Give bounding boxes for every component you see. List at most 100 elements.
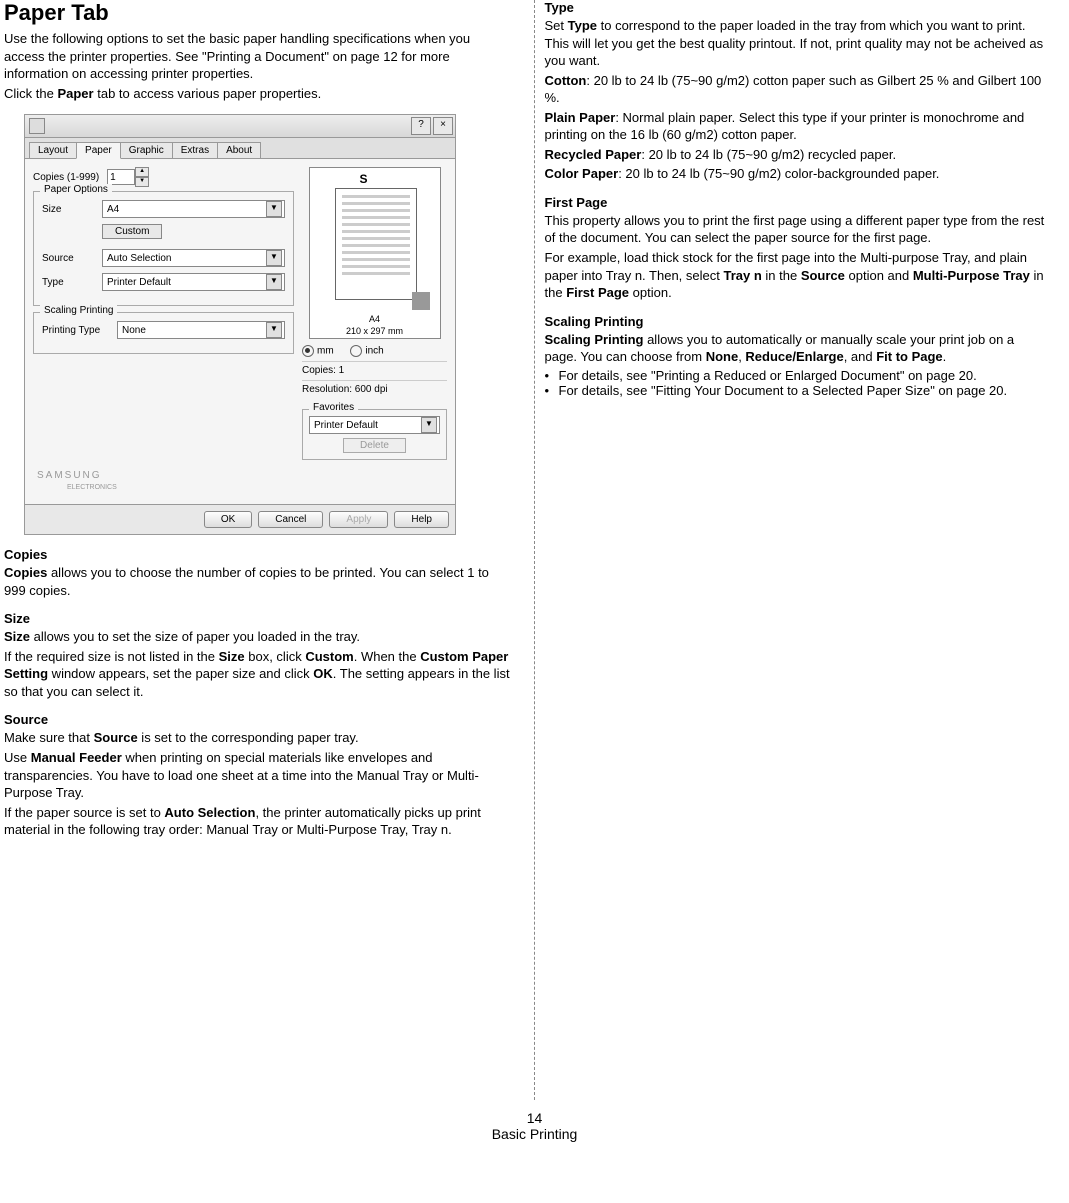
dropdown-arrow-icon: ▼	[266, 322, 282, 338]
bullet-1: • For details, see "Printing a Reduced o…	[545, 368, 1050, 383]
preview-dim-label: 210 x 297 mm	[310, 326, 440, 336]
paper-options-title: Paper Options	[40, 184, 112, 195]
bold-text: Source	[801, 268, 845, 283]
ok-button[interactable]: OK	[204, 511, 252, 528]
source-text-1: Make sure that Source is set to the corr…	[4, 729, 514, 747]
text: : 20 lb to 24 lb (75~90 g/m2) cotton pap…	[545, 73, 1042, 106]
text: box, click	[245, 649, 306, 664]
paper-options-group: Paper Options Size A4 ▼ Custom	[33, 191, 294, 306]
bullet-text: For details, see "Printing a Reduced or …	[559, 368, 977, 383]
inch-label: inch	[365, 346, 383, 357]
bullet-mark: •	[545, 368, 559, 383]
printing-type-label: Printing Type	[42, 325, 117, 336]
text: Click the	[4, 86, 57, 101]
preview-corner	[412, 292, 430, 310]
delete-button[interactable]: Delete	[343, 438, 406, 453]
custom-button[interactable]: Custom	[102, 224, 162, 239]
recycled-text: Recycled Paper: 20 lb to 24 lb (75~90 g/…	[545, 146, 1050, 164]
bold-text: Copies	[4, 565, 47, 580]
printer-dialog-screenshot: ? × Layout Paper Graphic Extras About Co…	[24, 114, 456, 535]
copies-info: Copies: 1	[302, 365, 447, 376]
tab-paper[interactable]: Paper	[76, 142, 121, 159]
bold-text: Multi-Purpose Tray	[913, 268, 1030, 283]
bullet-2: • For details, see "Fitting Your Documen…	[545, 383, 1050, 398]
tab-graphic[interactable]: Graphic	[120, 142, 173, 158]
dropdown-arrow-icon: ▼	[266, 274, 282, 290]
first-page-text-1: This property allows you to print the fi…	[545, 212, 1050, 247]
dropdown-arrow-icon: ▼	[266, 201, 282, 217]
text: : Normal plain paper. Select this type i…	[545, 110, 1025, 143]
size-value: A4	[107, 204, 119, 215]
text: tab to access various paper properties.	[94, 86, 322, 101]
window-icon	[29, 118, 45, 134]
scaling-printing-heading: Scaling Printing	[545, 314, 1050, 329]
electronics-text: ELECTRONICS	[67, 484, 117, 491]
source-dropdown[interactable]: Auto Selection ▼	[102, 249, 285, 267]
favorites-value: Printer Default	[314, 420, 378, 431]
apply-button[interactable]: Apply	[329, 511, 388, 528]
bold-text: Fit to Page	[876, 349, 942, 364]
tab-extras[interactable]: Extras	[172, 142, 218, 158]
favorites-dropdown[interactable]: Printer Default ▼	[309, 416, 440, 434]
size-text-1: Size allows you to set the size of paper…	[4, 628, 514, 646]
text: window appears, set the paper size and c…	[48, 666, 313, 681]
type-heading: Type	[545, 0, 1050, 15]
tab-about[interactable]: About	[217, 142, 261, 158]
tab-layout[interactable]: Layout	[29, 142, 77, 158]
mm-label: mm	[317, 346, 334, 357]
source-text-2: Use Manual Feeder when printing on speci…	[4, 749, 514, 802]
text: allows you to set the size of paper you …	[30, 629, 360, 644]
bold-text: Color Paper	[545, 166, 619, 181]
bold-text: Source	[94, 730, 138, 745]
copies-label: Copies (1-999)	[33, 172, 99, 183]
help-window-button[interactable]: ?	[411, 117, 431, 135]
first-page-heading: First Page	[545, 195, 1050, 210]
mm-radio[interactable]	[302, 345, 314, 357]
favorites-group: Favorites Printer Default ▼ Delete	[302, 409, 447, 460]
text: Set	[545, 18, 568, 33]
inch-radio[interactable]	[350, 345, 362, 357]
copies-spinner[interactable]: ▲ ▼	[107, 167, 149, 187]
spinner-up[interactable]: ▲	[135, 167, 149, 177]
text: If the paper source is set to	[4, 805, 164, 820]
bold-text: Cotton	[545, 73, 587, 88]
spinner-down[interactable]: ▼	[135, 177, 149, 187]
text: is set to the corresponding paper tray.	[138, 730, 359, 745]
dialog-help-button[interactable]: Help	[394, 511, 449, 528]
bold-text: Paper	[57, 86, 93, 101]
size-text-2: If the required size is not listed in th…	[4, 648, 514, 701]
cancel-button[interactable]: Cancel	[258, 511, 323, 528]
source-text-3: If the paper source is set to Auto Selec…	[4, 804, 514, 839]
bold-text: OK	[313, 666, 333, 681]
paper-tab-heading: Paper Tab	[4, 0, 514, 26]
bold-text: Scaling Printing	[545, 332, 644, 347]
text: : 20 lb to 24 lb (75~90 g/m2) color-back…	[618, 166, 939, 181]
footer-section: Basic Printing	[0, 1126, 1069, 1142]
favorites-title: Favorites	[309, 402, 358, 413]
close-window-button[interactable]: ×	[433, 117, 453, 135]
text: . When the	[354, 649, 420, 664]
text: Use	[4, 750, 31, 765]
type-dropdown[interactable]: Printer Default ▼	[102, 273, 285, 291]
source-heading: Source	[4, 712, 514, 727]
intro-paragraph-2: Click the Paper tab to access various pa…	[4, 85, 514, 103]
titlebar: ? ×	[25, 115, 455, 138]
color-text: Color Paper: 20 lb to 24 lb (75~90 g/m2)…	[545, 165, 1050, 183]
source-label: Source	[42, 253, 102, 264]
scaling-printing-title: Scaling Printing	[40, 305, 117, 316]
bold-text: Reduce/Enlarge	[745, 349, 843, 364]
plain-text: Plain Paper: Normal plain paper. Select …	[545, 109, 1050, 144]
cotton-text: Cotton: 20 lb to 24 lb (75~90 g/m2) cott…	[545, 72, 1050, 107]
source-value: Auto Selection	[107, 253, 172, 264]
copies-text: Copies allows you to choose the number o…	[4, 564, 514, 599]
text: option.	[629, 285, 672, 300]
size-dropdown[interactable]: A4 ▼	[102, 200, 285, 218]
printing-type-dropdown[interactable]: None ▼	[117, 321, 285, 339]
size-label: Size	[42, 204, 102, 215]
text: option and	[845, 268, 913, 283]
preview-a4-label: A4	[310, 314, 440, 324]
type-text-1: Set Type to correspond to the paper load…	[545, 17, 1050, 70]
preview-s-label: S	[360, 172, 368, 186]
intro-paragraph-1: Use the following options to set the bas…	[4, 30, 514, 83]
copies-input[interactable]	[107, 169, 135, 185]
